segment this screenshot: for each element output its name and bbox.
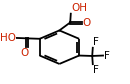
Text: F: F (104, 51, 110, 61)
Text: F: F (93, 65, 99, 75)
Text: OH: OH (71, 3, 87, 13)
Text: F: F (93, 37, 99, 47)
Text: O: O (20, 48, 29, 58)
Text: HO: HO (0, 33, 16, 43)
Text: O: O (83, 18, 91, 28)
